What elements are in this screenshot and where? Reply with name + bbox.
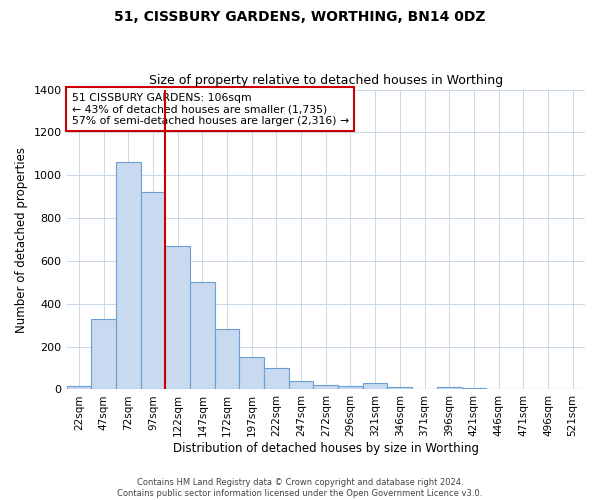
Text: 51, CISSBURY GARDENS, WORTHING, BN14 0DZ: 51, CISSBURY GARDENS, WORTHING, BN14 0DZ [114, 10, 486, 24]
Title: Size of property relative to detached houses in Worthing: Size of property relative to detached ho… [149, 74, 503, 87]
Text: Contains HM Land Registry data © Crown copyright and database right 2024.
Contai: Contains HM Land Registry data © Crown c… [118, 478, 482, 498]
Bar [165, 246, 190, 390]
Bar [91, 319, 116, 390]
Bar [388, 388, 412, 390]
Bar [313, 385, 338, 390]
Bar [338, 386, 363, 390]
Bar [190, 282, 215, 390]
Bar [437, 388, 461, 390]
Bar [264, 368, 289, 390]
X-axis label: Distribution of detached houses by size in Worthing: Distribution of detached houses by size … [173, 442, 479, 455]
Bar [67, 386, 91, 390]
Bar [289, 381, 313, 390]
Bar [215, 330, 239, 390]
Bar [239, 358, 264, 390]
Bar [461, 388, 486, 390]
Y-axis label: Number of detached properties: Number of detached properties [15, 146, 28, 332]
Bar [140, 192, 165, 390]
Text: 51 CISSBURY GARDENS: 106sqm
← 43% of detached houses are smaller (1,735)
57% of : 51 CISSBURY GARDENS: 106sqm ← 43% of det… [72, 92, 349, 126]
Bar [363, 383, 388, 390]
Bar [116, 162, 140, 390]
